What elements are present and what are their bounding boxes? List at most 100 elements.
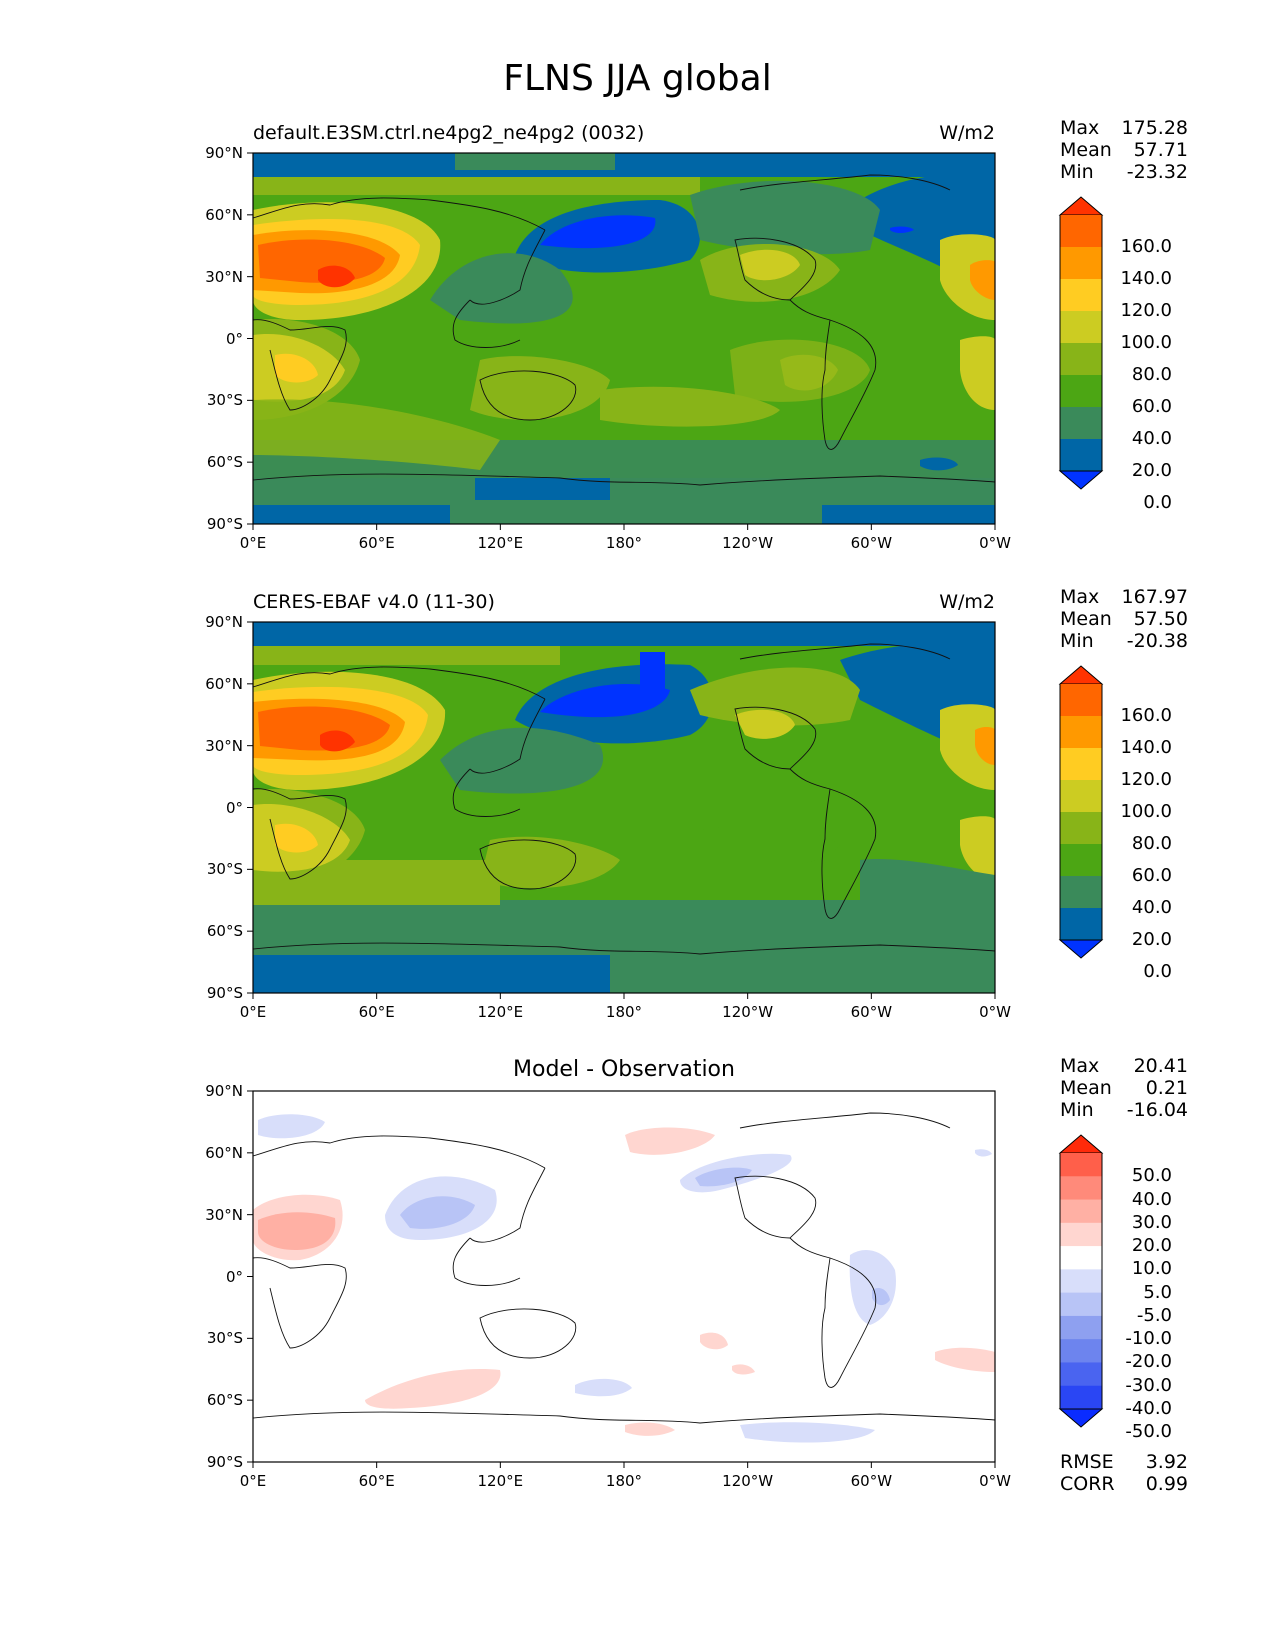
colorbar-tick-label: 40.0 (1131, 1188, 1172, 1210)
colorbar-tick-label: 120.0 (1120, 769, 1172, 790)
x-tick-label: 0°W (979, 534, 1011, 552)
stat-row: Mean 0.21 (1060, 1077, 1188, 1099)
metric-value: 3.92 (1145, 1451, 1188, 1473)
y-tick-label: 30°S (206, 860, 243, 879)
x-tick-label: 120°E (477, 1472, 524, 1490)
y-tick-label: 0° (225, 1267, 243, 1286)
x-tick-label: 120°W (722, 1003, 774, 1021)
colorbar-tick-label: -50.0 (1125, 1421, 1172, 1443)
y-tick-label: 90°S (206, 515, 243, 533)
coastlines-model (253, 174, 995, 486)
panel-left-title: CERES-EBAF v4.0 (11-30) (253, 591, 495, 613)
colorbar-segment (1060, 748, 1102, 781)
colorbar-segment (1060, 716, 1102, 749)
stat-label: Mean (1060, 608, 1112, 630)
metric-value: 0.99 (1145, 1473, 1188, 1495)
stat-value: 0.21 (1145, 1077, 1188, 1099)
y-tick-label: 0° (225, 329, 243, 348)
map-difference (253, 1091, 995, 1462)
x-tick-label: 120°E (477, 1003, 524, 1021)
y-tick-label: 90°N (205, 144, 243, 162)
coastlines-observation (253, 643, 995, 955)
y-tick-label: 90°S (206, 984, 243, 1002)
colorbar-segment (1060, 1385, 1102, 1410)
colorbar-tick-label: 100.0 (1120, 801, 1172, 822)
colorbar-segment (1060, 1199, 1102, 1224)
colorbar-segment (1060, 780, 1102, 813)
stat-row: Min -20.38 (1060, 630, 1188, 652)
colorbar-tick-label: -5.0 (1136, 1304, 1172, 1326)
colorbars (1058, 196, 1104, 1428)
colorbar-segment (1060, 1339, 1102, 1363)
colorbar-top-extend (1058, 665, 1104, 685)
colorbar-outline (1059, 215, 1103, 471)
x-tick-label: 60°E (358, 1472, 395, 1490)
metric-row: RMSE 3.92 (1060, 1451, 1188, 1473)
y-tick-label: 90°N (205, 1082, 243, 1100)
x-tick-label: 60°E (358, 534, 395, 552)
colorbar-segment (1060, 1362, 1102, 1387)
stat-row: Max 175.28 (1060, 117, 1188, 139)
x-tick-label: 0°W (979, 1003, 1011, 1021)
colorbar-segment (1060, 279, 1102, 312)
colorbar-segment (1060, 247, 1102, 280)
stat-label: Mean (1060, 139, 1112, 161)
stat-label: Min (1060, 630, 1094, 652)
colorbar-tick-label: 20.0 (1131, 929, 1172, 950)
colorbar-tick-label: 5.0 (1143, 1281, 1172, 1303)
colorbar-segment (1060, 215, 1102, 248)
stat-label: Max (1060, 1055, 1100, 1077)
colorbar-segment (1060, 1315, 1102, 1340)
stat-label: Min (1060, 161, 1094, 183)
colorbar-bottom-extend (1058, 470, 1104, 490)
y-tick-label: 90°N (205, 613, 243, 631)
colorbar-segment (1060, 1176, 1102, 1201)
y-tick-label: 90°S (206, 1453, 243, 1471)
map-observation (253, 622, 995, 993)
x-tick-label: 120°W (722, 1472, 774, 1490)
colorbar-segment (1060, 1222, 1102, 1247)
panel-left-title: default.E3SM.ctrl.ne4pg2_ne4pg2 (0032) (253, 122, 645, 144)
y-tick-label: 60°N (205, 1143, 243, 1162)
x-tick-label: 180° (605, 1472, 643, 1490)
colorbar-tick-label: 50.0 (1131, 1165, 1172, 1187)
colorbar-tick-label: 100.0 (1120, 332, 1172, 353)
colorbar-segment (1060, 343, 1102, 376)
colorbar-segment (1060, 1246, 1102, 1270)
colorbar-tick-label: 60.0 (1131, 865, 1172, 886)
figure-title: FLNS JJA global (503, 58, 772, 99)
colorbar-tick-label: 160.0 (1120, 705, 1172, 726)
panel-center-title: Model - Observation (513, 1057, 735, 1082)
y-tick-label: 30°S (206, 391, 243, 410)
colorbar-segment (1060, 375, 1102, 408)
colorbar-tick-label: 40.0 (1131, 428, 1172, 449)
stat-value: -16.04 (1126, 1099, 1188, 1121)
colorbar-tick-label: 60.0 (1131, 396, 1172, 417)
metric-label: CORR (1060, 1473, 1115, 1495)
stat-label: Max (1060, 117, 1100, 139)
colorbar-segment (1060, 876, 1102, 909)
metric-row: CORR 0.99 (1060, 1473, 1188, 1495)
colorbar-segment (1060, 1153, 1102, 1177)
y-tick-label: 60°N (205, 205, 243, 224)
colorbar-outline (1059, 684, 1103, 940)
metric-label: RMSE (1060, 1451, 1114, 1473)
y-tick-label: 0° (225, 798, 243, 817)
stat-label: Max (1060, 586, 1100, 608)
y-tick-label: 60°S (206, 453, 243, 472)
panel-units: W/m2 (939, 591, 995, 613)
x-tick-label: 60°W (850, 534, 893, 552)
x-tick-label: 120°E (477, 534, 524, 552)
colorbar-tick-label: -30.0 (1125, 1374, 1172, 1396)
x-tick-label: 0°E (239, 1472, 267, 1490)
colorbar-tick-label: 80.0 (1131, 364, 1172, 385)
stat-value: 57.71 (1133, 139, 1188, 161)
colorbar-tick-label: 10.0 (1131, 1258, 1172, 1280)
stat-value: -23.32 (1126, 161, 1188, 183)
colorbar-segment (1060, 311, 1102, 344)
colorbar-tick-label: 140.0 (1120, 737, 1172, 758)
y-tick-label: 30°S (206, 1329, 243, 1348)
stat-value: 175.28 (1121, 117, 1188, 139)
colorbar-tick-label: 160.0 (1120, 236, 1172, 257)
